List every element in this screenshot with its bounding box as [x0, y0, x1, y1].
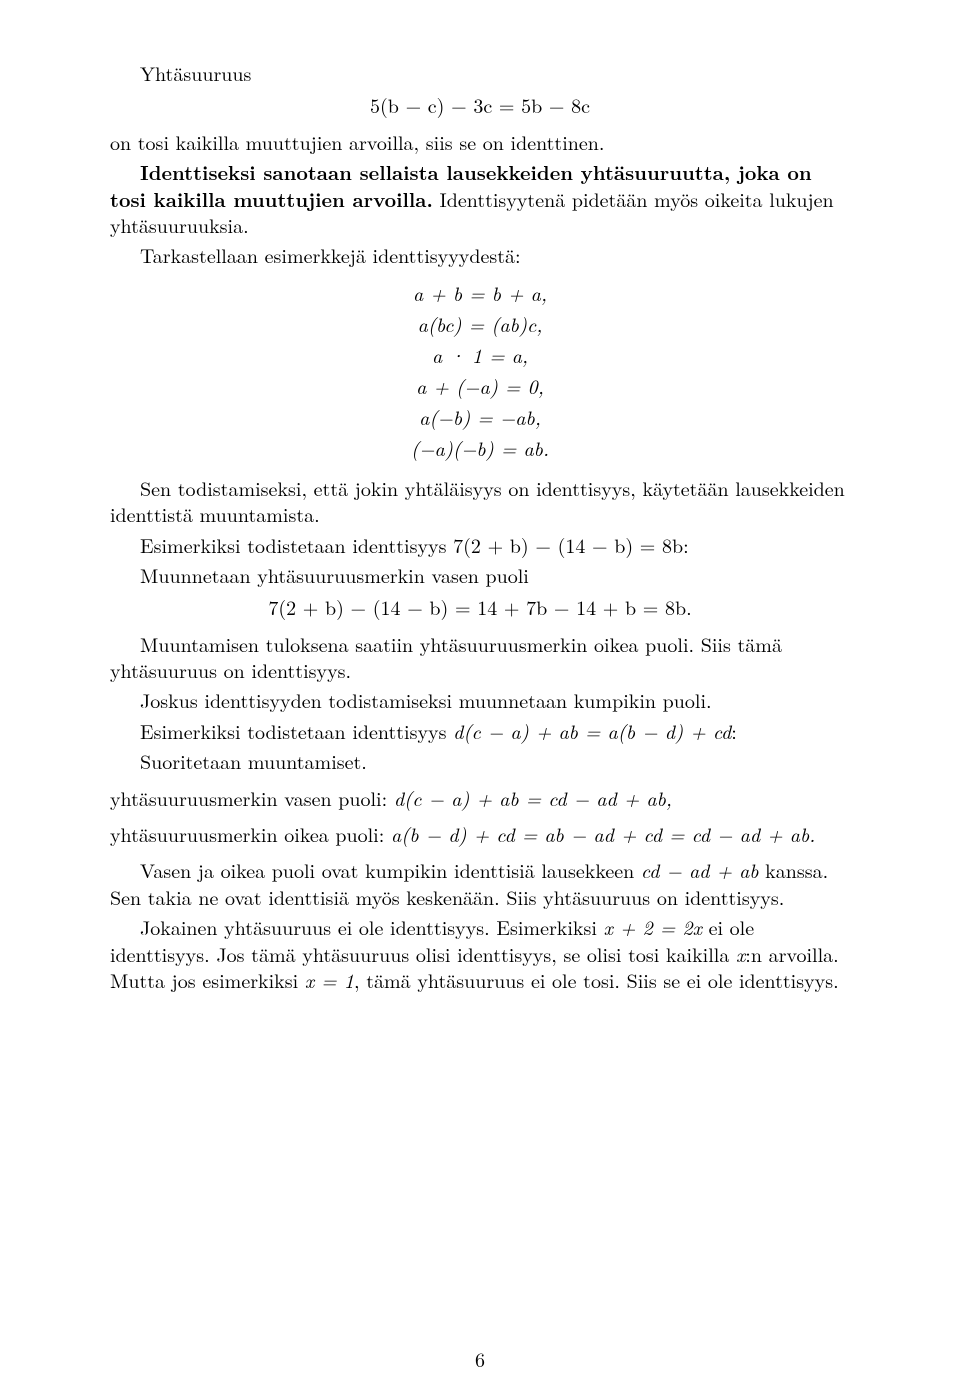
- line-right: yhtäsuuruusmerkin oikea puoli: a(b − d) …: [110, 821, 850, 847]
- para-intro: Yhtäsuuruus: [110, 60, 850, 86]
- stack-l6: (−a)(−b) = ab.: [110, 432, 850, 463]
- para-3: Identtiseksi sanotaan sellaista lausekke…: [110, 159, 850, 238]
- para-12: Vasen ja oikea puoli ovat kumpikin ident…: [110, 857, 850, 910]
- para-9: Joskus identtisyyden todistamiseksi muun…: [110, 687, 850, 713]
- p13m: x + 2 = 2x: [604, 912, 702, 941]
- para-7: Muunnetaan yhtäsuuruusmerkin vasen puoli: [110, 562, 850, 588]
- page: Yhtäsuuruus 5(b − c) − 3c = 5b − 8c on t…: [0, 0, 960, 1400]
- page-number: 6: [0, 1346, 960, 1372]
- para-13: Jokainen yhtäsuuruus ei ole identtisyys.…: [110, 914, 850, 993]
- line2a: yhtäsuuruusmerkin oikea puoli:: [110, 819, 391, 848]
- para-5: Sen todistamiseksi, että jokin yhtäläisy…: [110, 475, 850, 528]
- line-left: yhtäsuuruusmerkin vasen puoli: d(c − a) …: [110, 785, 850, 811]
- identity-stack: a + b = b + a, a(bc) = (ab)c, a · 1 = a,…: [110, 277, 850, 463]
- stack-l4: a + (−a) = 0,: [110, 370, 850, 401]
- line1m: d(c − a) + ab = cd − ad + ab,: [394, 783, 672, 812]
- p13a: Jokainen yhtäsuuruus ei ole identtisyys.…: [140, 912, 604, 941]
- p6a: Esimerkiksi todistetaan identtisyys: [140, 530, 453, 559]
- stack-l2: a(bc) = (ab)c,: [110, 308, 850, 339]
- stack-l5: a(−b) = −ab,: [110, 401, 850, 432]
- equation-1: 5(b − c) − 3c = 5b − 8c: [110, 92, 850, 118]
- para-2: on tosi kaikilla muuttujien arvoilla, si…: [110, 129, 850, 155]
- para-10: Esimerkiksi todistetaan identtisyys d(c …: [110, 718, 850, 744]
- para-11: Suoritetaan muuntamiset.: [110, 748, 850, 774]
- line1a: yhtäsuuruusmerkin vasen puoli:: [110, 783, 394, 812]
- para-6: Esimerkiksi todistetaan identtisyys 7(2 …: [110, 532, 850, 558]
- p12m: cd − ad + ab: [641, 855, 759, 884]
- eq2-text: 7(2 + b) − (14 − b) = 14 + 7b − 14 + b =…: [268, 592, 691, 621]
- p13e: x = 1: [305, 965, 354, 994]
- para-8: Muuntamisen tuloksena saatiin yhtäsuuruu…: [110, 631, 850, 684]
- stack-l3: a · 1 = a,: [110, 339, 850, 370]
- p6m: 7(2 + b) − (14 − b) = 8b: [453, 530, 683, 559]
- p13c: x: [736, 939, 745, 968]
- eq1-text: 5(b − c) − 3c = 5b − 8c: [370, 90, 590, 119]
- p10a: Esimerkiksi todistetaan identtisyys: [140, 716, 453, 745]
- p10b: :: [731, 716, 737, 745]
- p6b: :: [683, 530, 689, 559]
- stack-l1: a + b = b + a,: [110, 277, 850, 308]
- line2m: a(b − d) + cd = ab − ad + cd = cd − ad +…: [391, 819, 815, 848]
- equation-2: 7(2 + b) − (14 − b) = 14 + 7b − 14 + b =…: [110, 594, 850, 620]
- p10m: d(c − a) + ab = a(b − d) + cd: [453, 716, 731, 745]
- para-4: Tarkastellaan esimerkkejä identtisyyydes…: [110, 242, 850, 268]
- p12a: Vasen ja oikea puoli ovat kumpikin ident…: [140, 855, 641, 884]
- p13f: , tämä yhtäsuuruus ei ole tosi. Siis se …: [354, 965, 839, 994]
